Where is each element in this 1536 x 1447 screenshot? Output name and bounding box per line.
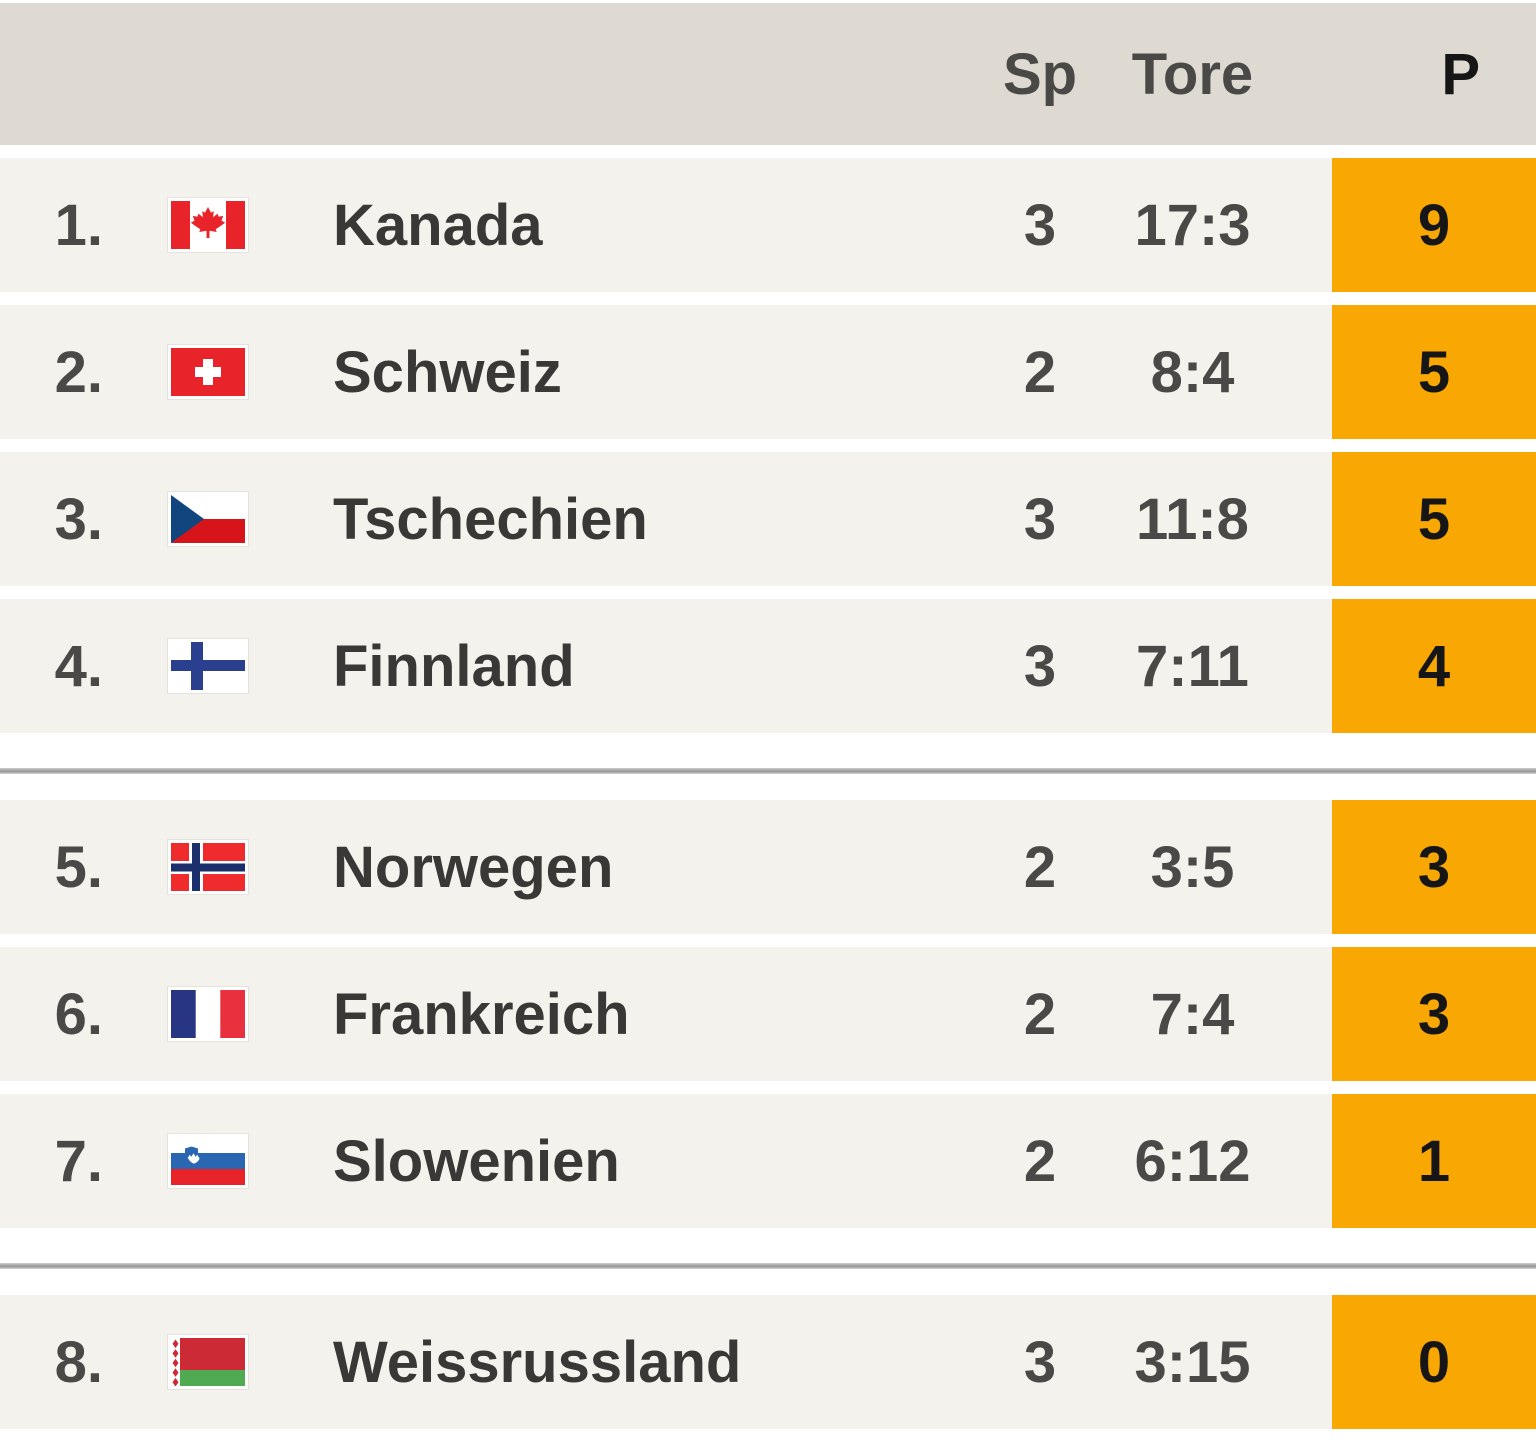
goals-ratio-value: 7:4 — [1150, 981, 1235, 1047]
table-row: 2. Schweiz 2 8:4 5 — [0, 305, 1536, 439]
team-name: Norwegen — [333, 834, 614, 900]
flag-france-icon — [168, 987, 248, 1041]
points-value: 0 — [1332, 1295, 1536, 1429]
games-played-value: 3 — [1023, 192, 1057, 258]
rank-label: 7. — [54, 1128, 103, 1194]
games-played-value: 2 — [1023, 834, 1057, 900]
table-row: 1. Kanada 3 17:3 9 — [0, 158, 1536, 292]
flag-cell — [110, 1295, 333, 1429]
group-divider — [0, 1241, 1536, 1282]
table-header: Sp Tore P — [0, 3, 1536, 145]
goals-ratio-value: 8:4 — [1150, 339, 1235, 405]
games-played-value: 3 — [1023, 1329, 1057, 1395]
points-value: 5 — [1332, 452, 1536, 586]
flag-czech-republic-icon — [168, 492, 248, 546]
flag-switzerland-icon — [168, 345, 248, 399]
flag-cell — [110, 158, 333, 292]
table-row: 8. Weissrussland 3 3:15 0 — [0, 1295, 1536, 1429]
games-played-value: 2 — [1023, 339, 1057, 405]
rank-label: 1. — [54, 192, 103, 258]
table-body: 1. Kanada 3 17:3 9 2. Schweiz 2 8:4 5 3.… — [0, 158, 1536, 1429]
points-value: 9 — [1332, 158, 1536, 292]
points-value: 3 — [1332, 800, 1536, 934]
flag-cell — [110, 947, 333, 1081]
team-name: Tschechien — [333, 486, 648, 552]
rank-label: 8. — [54, 1329, 103, 1395]
header-flag-spacer — [110, 3, 333, 145]
flag-finland-icon — [168, 639, 248, 693]
goals-ratio-value: 11:8 — [1136, 486, 1249, 552]
games-played-value: 2 — [1023, 1128, 1057, 1194]
rank-label: 5. — [54, 834, 103, 900]
table-row: 4. Finnland 3 7:11 4 — [0, 599, 1536, 733]
points-value: 3 — [1332, 947, 1536, 1081]
flag-canada-icon — [168, 198, 248, 252]
goals-ratio-value: 6:12 — [1134, 1128, 1251, 1194]
rank-label: 3. — [54, 486, 103, 552]
table-row: 3. Tschechien 3 11:8 5 — [0, 452, 1536, 586]
flag-belarus-icon — [168, 1335, 248, 1389]
games-played-value: 3 — [1023, 633, 1057, 699]
goals-ratio-value: 3:15 — [1134, 1329, 1251, 1395]
table-row: 6. Frankreich 2 7:4 3 — [0, 947, 1536, 1081]
group-divider — [0, 746, 1536, 787]
goals-ratio-value: 7:11 — [1136, 633, 1249, 699]
header-games-played: Sp — [1002, 41, 1078, 107]
table-row: 5. Norwegen 2 3:5 3 — [0, 800, 1536, 934]
goals-ratio-value: 17:3 — [1134, 192, 1251, 258]
table-row: 7. Slowenien 2 6:12 1 — [0, 1094, 1536, 1228]
team-name: Schweiz — [333, 339, 562, 405]
points-value: 1 — [1332, 1094, 1536, 1228]
goals-ratio-value: 3:5 — [1150, 834, 1235, 900]
standings-table: Sp Tore P 1. Kanada 3 17:3 9 2. Schweiz … — [0, 3, 1536, 1429]
flag-cell — [110, 452, 333, 586]
games-played-value: 2 — [1023, 981, 1057, 1047]
flag-cell — [110, 1094, 333, 1228]
points-value: 5 — [1332, 305, 1536, 439]
header-goals: Tore — [1131, 41, 1254, 107]
team-name: Finnland — [333, 633, 575, 699]
flag-cell — [110, 305, 333, 439]
points-value: 4 — [1332, 599, 1536, 733]
rank-label: 6. — [54, 981, 103, 1047]
games-played-value: 3 — [1023, 486, 1057, 552]
flag-cell — [110, 800, 333, 934]
team-name: Weissrussland — [333, 1329, 742, 1395]
team-name: Kanada — [333, 192, 543, 258]
header-points: P — [1441, 41, 1480, 107]
team-name: Slowenien — [333, 1128, 620, 1194]
team-name: Frankreich — [333, 981, 630, 1047]
rank-label: 4. — [54, 633, 103, 699]
flag-slovenia-icon — [168, 1134, 248, 1188]
flag-norway-icon — [168, 840, 248, 894]
flag-cell — [110, 599, 333, 733]
rank-label: 2. — [54, 339, 103, 405]
